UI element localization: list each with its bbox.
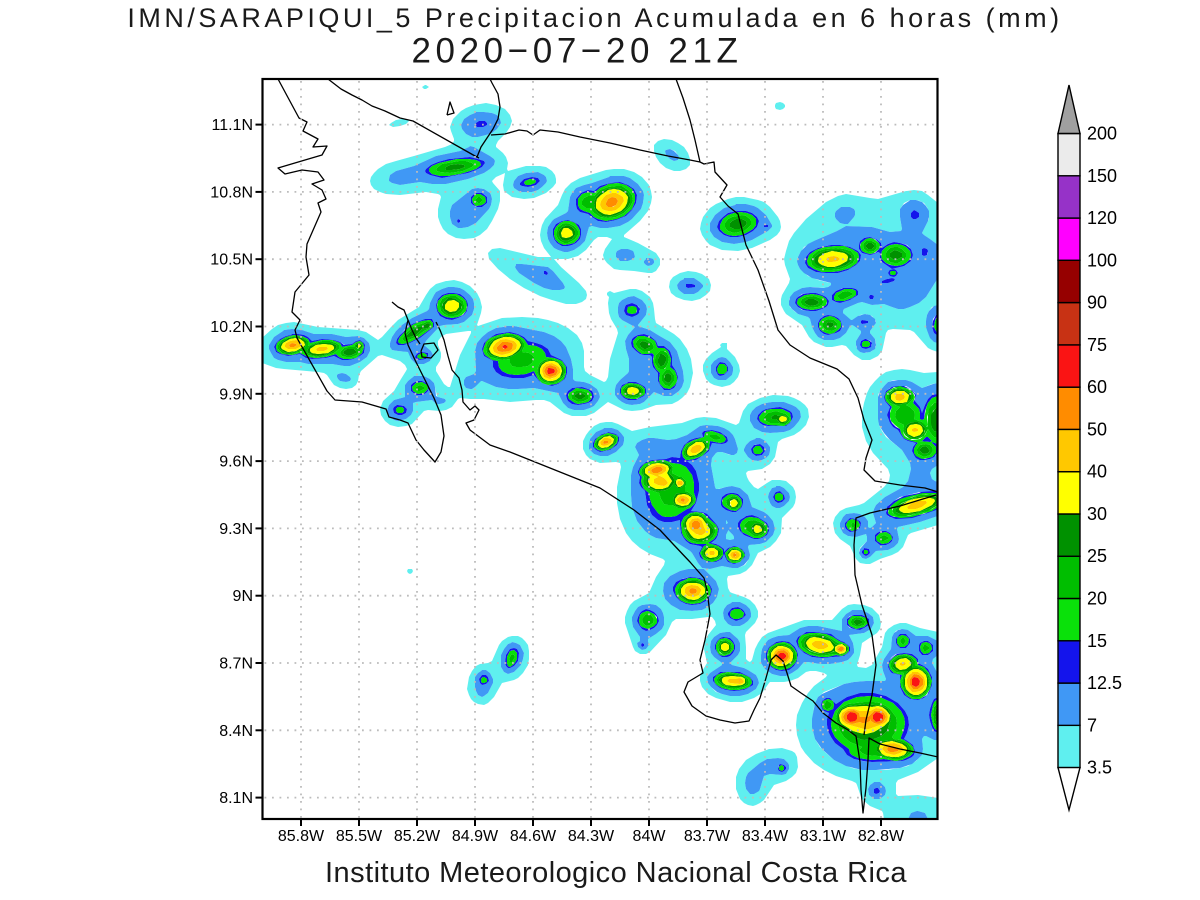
svg-text:11.1N: 11.1N: [211, 117, 253, 134]
svg-text:10.5N: 10.5N: [210, 252, 253, 269]
svg-text:82.8W: 82.8W: [858, 828, 905, 845]
svg-text:12.5: 12.5: [1087, 673, 1122, 693]
svg-text:9.6N: 9.6N: [219, 454, 253, 471]
svg-text:30: 30: [1087, 504, 1107, 524]
svg-text:83.1W: 83.1W: [800, 828, 847, 845]
svg-text:84.9W: 84.9W: [452, 828, 499, 845]
svg-text:3.5: 3.5: [1087, 758, 1112, 778]
svg-text:2020−07−20 21Z: 2020−07−20 21Z: [411, 32, 742, 71]
svg-text:Instituto Meteorologico Nacion: Instituto Meteorologico Nacional Costa R…: [325, 857, 907, 889]
svg-text:40: 40: [1087, 462, 1107, 482]
svg-text:84.6W: 84.6W: [510, 828, 557, 845]
svg-text:83.4W: 83.4W: [742, 828, 789, 845]
svg-text:7: 7: [1087, 715, 1097, 735]
svg-text:9.3N: 9.3N: [219, 521, 253, 538]
svg-text:25: 25: [1087, 546, 1107, 566]
svg-text:90: 90: [1087, 293, 1107, 313]
svg-text:84W: 84W: [633, 828, 667, 845]
svg-text:9.9N: 9.9N: [219, 386, 253, 403]
svg-text:85.8W: 85.8W: [278, 828, 325, 845]
svg-text:60: 60: [1087, 377, 1107, 397]
svg-text:8.1N: 8.1N: [219, 790, 253, 807]
svg-text:9N: 9N: [233, 588, 253, 605]
svg-text:85.5W: 85.5W: [336, 828, 383, 845]
svg-text:50: 50: [1087, 419, 1107, 439]
svg-text:10.8N: 10.8N: [210, 184, 253, 201]
svg-text:10.2N: 10.2N: [210, 319, 253, 336]
svg-text:IMN/SARAPIQUI_5 Precipitacion: IMN/SARAPIQUI_5 Precipitacion Acumulada …: [127, 3, 1062, 33]
svg-text:84.3W: 84.3W: [568, 828, 615, 845]
svg-text:8.4N: 8.4N: [219, 723, 253, 740]
svg-text:20: 20: [1087, 589, 1107, 609]
svg-text:100: 100: [1087, 250, 1117, 270]
svg-text:120: 120: [1087, 208, 1117, 228]
svg-text:8.7N: 8.7N: [219, 656, 253, 673]
svg-text:85.2W: 85.2W: [394, 828, 441, 845]
svg-text:15: 15: [1087, 631, 1107, 651]
svg-text:150: 150: [1087, 166, 1117, 186]
svg-text:75: 75: [1087, 335, 1107, 355]
svg-text:83.7W: 83.7W: [684, 828, 731, 845]
svg-text:200: 200: [1087, 124, 1117, 144]
